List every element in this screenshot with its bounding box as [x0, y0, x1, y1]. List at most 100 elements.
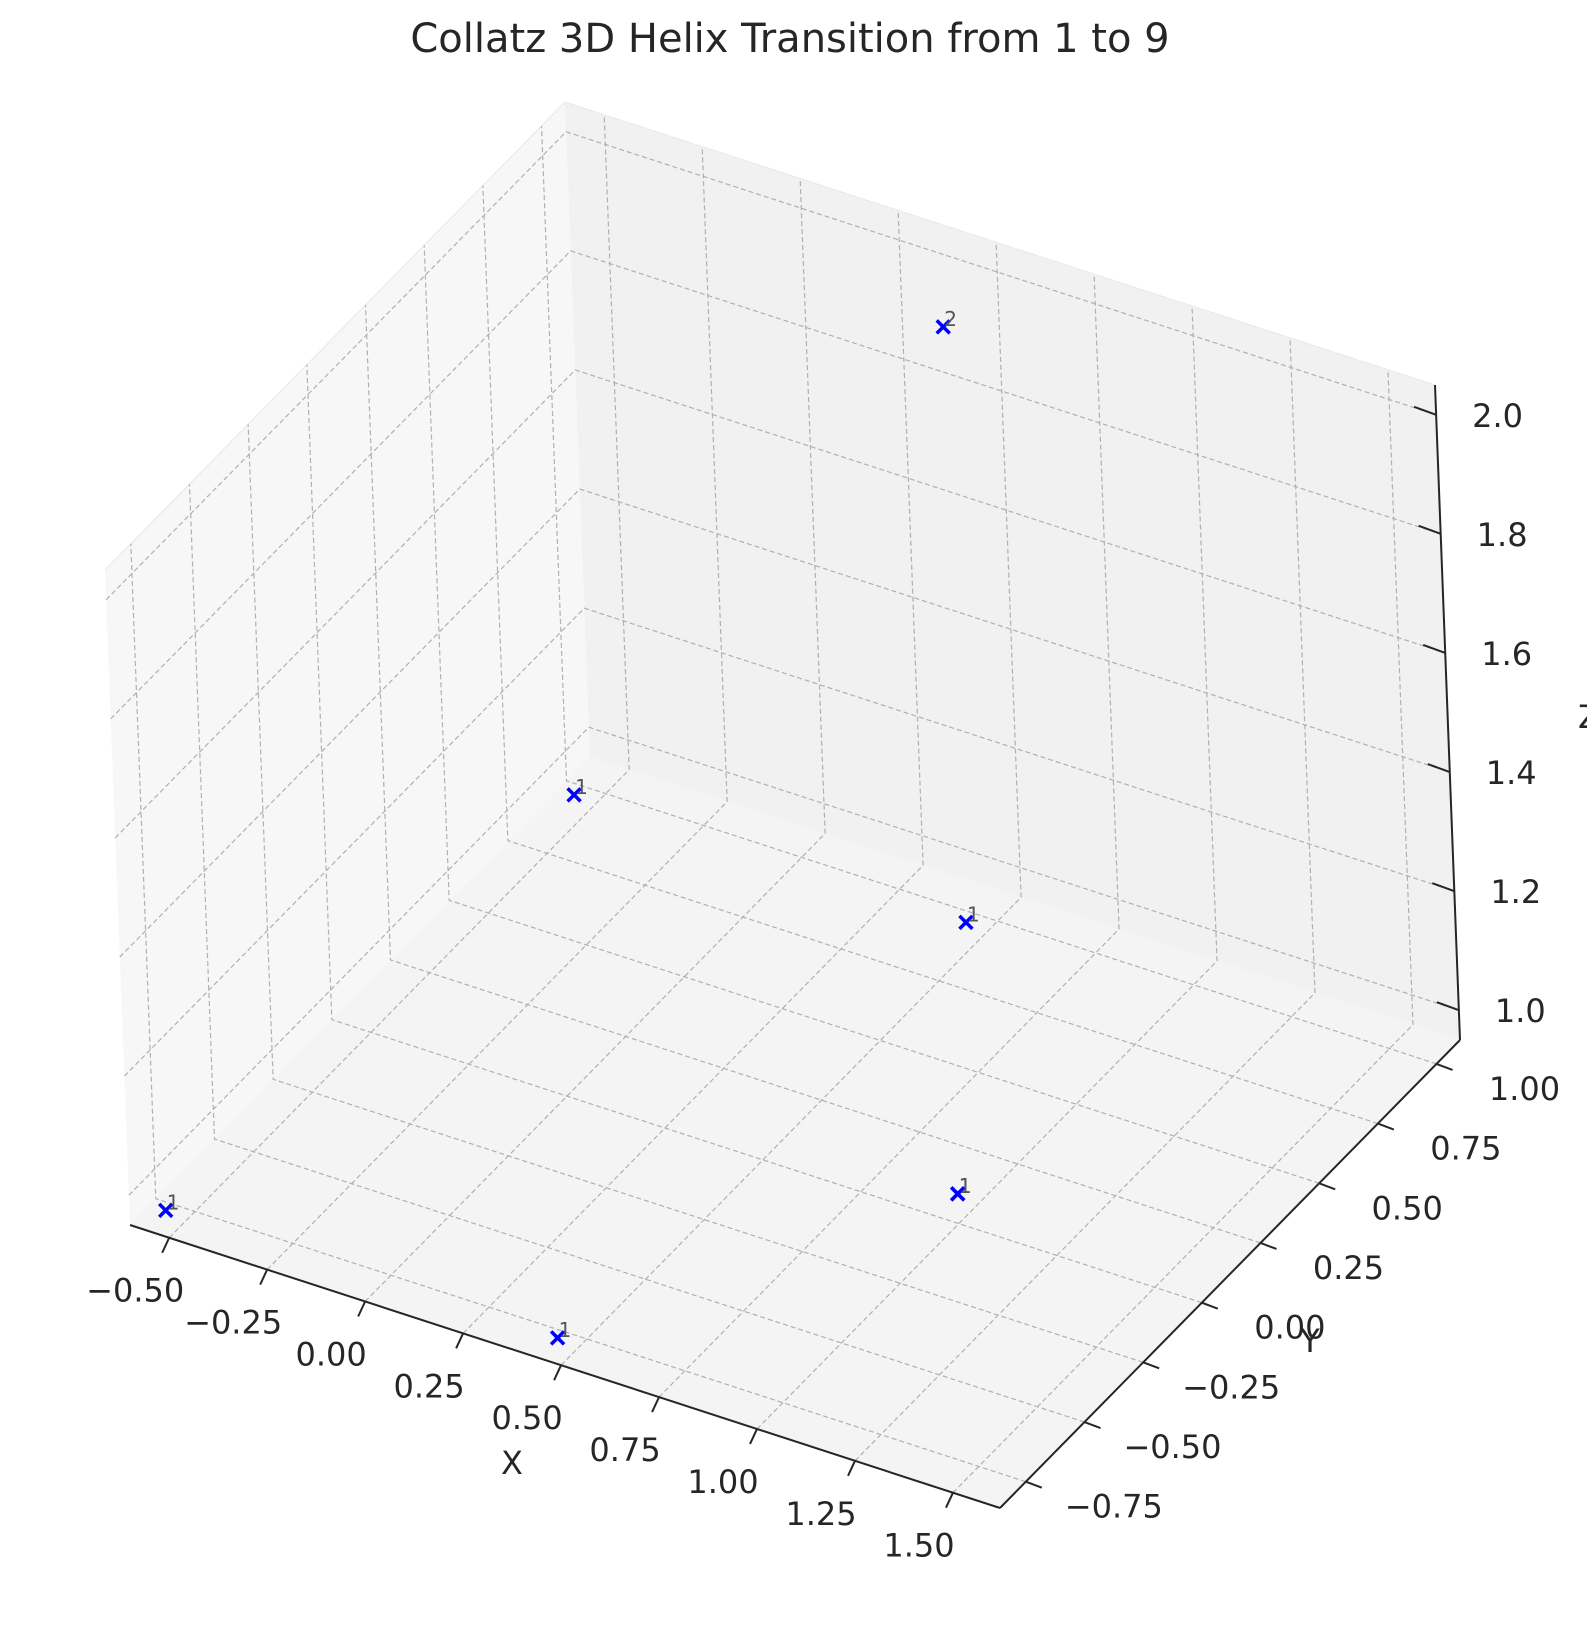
x-tick [651, 1396, 660, 1413]
point-marker-stroke [549, 1330, 566, 1346]
z-tick [1418, 524, 1442, 535]
x-tick-label: −0.25 [184, 1304, 282, 1342]
z-gridline [119, 488, 1450, 958]
y-gridline [364, 304, 1261, 1244]
z-tick-label: 1.6 [1481, 635, 1532, 673]
x-tick-label: 0.25 [393, 1367, 464, 1405]
point-label: 1 [959, 1174, 972, 1198]
y-tick-label: −0.75 [1065, 1488, 1163, 1526]
y-tick-label: 0.00 [1254, 1309, 1325, 1347]
z-tick-label: 1.0 [1495, 992, 1546, 1030]
point-label: 2 [944, 307, 957, 331]
y-gridline [130, 543, 1027, 1483]
x-tick [945, 1492, 954, 1509]
chart-title: Collatz 3D Helix Transition from 1 to 9 [410, 16, 1169, 62]
pane-top-edge [104, 101, 1436, 571]
z-tick-label: 1.8 [1477, 516, 1528, 554]
z-gridline [114, 369, 1446, 839]
point-label: 1 [575, 775, 588, 799]
y-axis-label: Y [1299, 1322, 1320, 1360]
x-tick [161, 1237, 171, 1254]
z-tick-label: 1.4 [1486, 754, 1537, 792]
point-marker-stroke [949, 1186, 966, 1202]
chart-ticks: −0.50−0.250.000.250.500.751.001.251.50−0… [86, 397, 1560, 1565]
back-pane [565, 102, 1460, 1040]
z-tick [1427, 763, 1451, 773]
x-gridline [462, 210, 924, 1334]
x-gridline [952, 369, 1414, 1494]
x-tick [357, 1301, 367, 1317]
data-point: 1 [949, 1174, 972, 1202]
y-axis-line [999, 1039, 1461, 1509]
data-point: 1 [958, 902, 980, 931]
y-tick [1318, 1182, 1336, 1191]
z-tick [1431, 882, 1455, 893]
point-label: 1 [559, 1318, 572, 1342]
data-point: 1 [549, 1318, 572, 1346]
y-tick [1084, 1421, 1101, 1429]
y-tick-label: −0.50 [1123, 1428, 1221, 1466]
y-gridline [306, 364, 1203, 1304]
x-tick-label: 1.25 [785, 1495, 856, 1533]
x-tick-label: 1.50 [883, 1527, 954, 1565]
z-gridline [128, 726, 1460, 1196]
x-gridline [266, 146, 728, 1271]
x-gridline [756, 305, 1218, 1430]
y-gridline [482, 185, 1379, 1125]
x-tick [553, 1364, 562, 1381]
y-tick-label: −0.25 [1182, 1368, 1280, 1406]
x-gridline [560, 242, 1022, 1366]
y-tick [1025, 1480, 1043, 1489]
point-marker-stroke [935, 319, 951, 335]
x-tick [455, 1332, 465, 1349]
x-gridline [168, 114, 630, 1239]
point-marker-stroke [157, 1202, 174, 1219]
point-label: 1 [167, 1190, 180, 1214]
x-tick-label: 1.00 [687, 1463, 758, 1501]
z-axis-label: Z [1578, 698, 1587, 736]
point-label: 1 [967, 902, 980, 926]
y-tick-label: 1.00 [1489, 1070, 1560, 1108]
x-tick-label: 0.75 [589, 1431, 660, 1469]
z-tick-label: 2.0 [1472, 397, 1523, 435]
z-tick [1413, 405, 1437, 416]
x-gridline [364, 178, 826, 1302]
z-gridline [123, 607, 1455, 1077]
z-gridline [110, 250, 1441, 720]
chart-panes [104, 101, 1460, 1508]
y-gridline [423, 245, 1320, 1184]
y-gridline [247, 424, 1144, 1363]
x-tick-label: 0.50 [491, 1399, 562, 1437]
z-tick [1436, 1001, 1460, 1012]
x-tick [847, 1460, 856, 1477]
x-tick-label: 0.00 [296, 1335, 367, 1373]
data-point: 1 [157, 1190, 180, 1219]
chart-gridlines [105, 114, 1460, 1494]
left-pane [105, 102, 590, 1225]
y-tick [1436, 1062, 1453, 1071]
y-gridline [540, 125, 1437, 1065]
x-tick [749, 1428, 758, 1445]
y-tick [1201, 1301, 1219, 1310]
x-tick [259, 1269, 269, 1286]
point-marker-stroke [958, 914, 974, 931]
y-tick [1142, 1361, 1160, 1370]
x-gridline [658, 274, 1120, 1398]
z-tick-label: 1.2 [1490, 873, 1541, 911]
y-gridline [188, 484, 1085, 1423]
x-gridline [854, 337, 1316, 1462]
x-tick-label: −0.50 [86, 1272, 184, 1310]
y-tick-label: 0.75 [1430, 1130, 1501, 1168]
z-tick [1422, 644, 1446, 654]
y-tick-label: 0.25 [1313, 1249, 1384, 1287]
data-point: 2 [935, 307, 957, 335]
floor-pane [130, 757, 1460, 1508]
data-point: 1 [566, 775, 588, 803]
point-marker-stroke [566, 787, 582, 803]
z-gridline [105, 131, 1437, 601]
y-tick [1260, 1242, 1277, 1250]
z-axis-line [1434, 384, 1461, 1041]
x-axis-label: X [501, 1444, 523, 1482]
